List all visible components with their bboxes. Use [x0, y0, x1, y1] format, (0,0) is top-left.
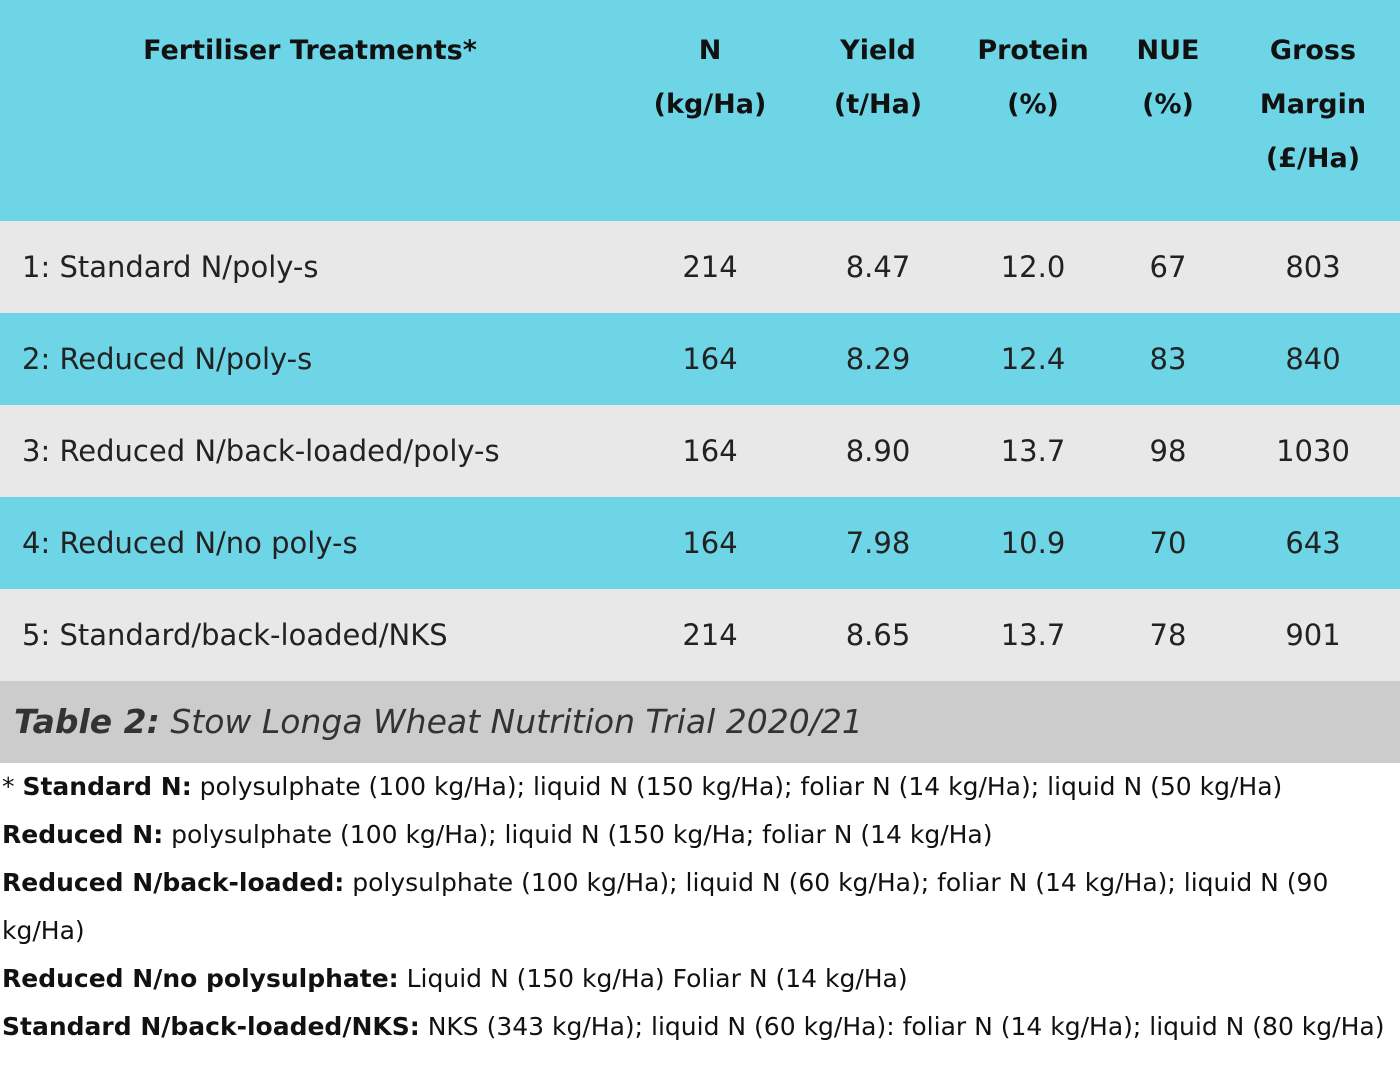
value-cell: 164 [620, 497, 800, 589]
value-cell: 643 [1226, 497, 1400, 589]
value-cell: 8.47 [800, 221, 956, 313]
footnote-label: Standard N: [22, 772, 192, 801]
value-cell: 98 [1110, 405, 1226, 497]
header-line: NUE [1136, 35, 1200, 66]
value-cell: 7.98 [800, 497, 956, 589]
header-line: Protein [977, 35, 1089, 66]
footnote-marker: * [2, 772, 15, 801]
header-cell: Fertiliser Treatments* [0, 0, 620, 221]
footnote-label: Reduced N: [2, 820, 164, 849]
header-line: N [698, 35, 722, 66]
header-line: (%) [1142, 89, 1194, 120]
footnote-label: Reduced N/no polysulphate: [2, 964, 399, 993]
treatment-cell: 1: Standard N/poly-s [0, 221, 620, 313]
header-line: Gross [1269, 35, 1357, 66]
value-cell: 13.7 [956, 405, 1110, 497]
header-line: (%) [1007, 89, 1059, 120]
trial-table: Fertiliser Treatments* N (kg/Ha) Yield (t/Ha… [0, 0, 1400, 681]
value-cell: 13.7 [956, 589, 1110, 681]
header-cell: N (kg/Ha) [620, 0, 800, 221]
value-cell: 8.29 [800, 313, 956, 405]
value-cell: 901 [1226, 589, 1400, 681]
footnote-text: NKS (343 kg/Ha); liquid N (60 kg/Ha): fo… [427, 1012, 1385, 1041]
footnote-text: polysulphate (100 kg/Ha); liquid N (150 … [199, 772, 1283, 801]
header-line: (kg/Ha) [653, 89, 767, 120]
treatment-cell: 3: Reduced N/back-loaded/poly-s [0, 405, 620, 497]
treatment-cell: 5: Standard/back-loaded/NKS [0, 589, 620, 681]
value-cell: 12.4 [956, 313, 1110, 405]
header-line: (£/Ha) [1265, 143, 1361, 174]
value-cell: 164 [620, 405, 800, 497]
footnote: Reduced N/back-loaded: polysulphate (100… [2, 859, 1392, 955]
value-cell: 70 [1110, 497, 1226, 589]
header-cell: Gross Margin (£/Ha) [1226, 0, 1400, 221]
footnote-label: Standard N/back-loaded/NKS: [2, 1012, 420, 1041]
footnote-text: polysulphate (100 kg/Ha); liquid N (60 k… [2, 868, 1329, 945]
value-cell: 78 [1110, 589, 1226, 681]
table-row: 1: Standard N/poly-s 214 8.47 12.0 67 803 [0, 221, 1400, 313]
treatment-cell: 4: Reduced N/no poly-s [0, 497, 620, 589]
footnote-text: Liquid N (150 kg/Ha) Foliar N (14 kg/Ha) [406, 964, 908, 993]
footnotes: * Standard N: polysulphate (100 kg/Ha); … [0, 763, 1392, 1051]
footnote: Standard N/back-loaded/NKS: NKS (343 kg/… [2, 1003, 1392, 1051]
treatment-cell: 2: Reduced N/poly-s [0, 313, 620, 405]
footnote-text: polysulphate (100 kg/Ha); liquid N (150 … [171, 820, 993, 849]
header-row: Fertiliser Treatments* N (kg/Ha) Yield (t/Ha… [0, 0, 1400, 221]
header-cell: NUE (%) [1110, 0, 1226, 221]
footnote-label: Reduced N/back-loaded: [2, 868, 345, 897]
header-line: Yield [840, 35, 916, 66]
caption-text: Stow Longa Wheat Nutrition Trial 2020/21 [170, 702, 863, 741]
footnote: Reduced N: polysulphate (100 kg/Ha); liq… [2, 811, 1392, 859]
value-cell: 8.90 [800, 405, 956, 497]
header-line: Margin [1259, 89, 1367, 120]
value-cell: 840 [1226, 313, 1400, 405]
value-cell: 214 [620, 589, 800, 681]
table-row: 5: Standard/back-loaded/NKS 214 8.65 13.7 78… [0, 589, 1400, 681]
footnote: * Standard N: polysulphate (100 kg/Ha); … [2, 763, 1392, 811]
header-line: (t/Ha) [833, 89, 923, 120]
table-row: 3: Reduced N/back-loaded/poly-s 164 8.90 13… [0, 405, 1400, 497]
value-cell: 8.65 [800, 589, 956, 681]
value-cell: 67 [1110, 221, 1226, 313]
value-cell: 803 [1226, 221, 1400, 313]
header-line: Fertiliser Treatments* [143, 35, 477, 66]
value-cell: 214 [620, 221, 800, 313]
value-cell: 83 [1110, 313, 1226, 405]
value-cell: 10.9 [956, 497, 1110, 589]
value-cell: 1030 [1226, 405, 1400, 497]
header-cell: Yield (t/Ha) [800, 0, 956, 221]
caption: Table 2: Stow Longa Wheat Nutrition Tria… [0, 681, 1400, 763]
value-cell: 164 [620, 313, 800, 405]
table-row: 2: Reduced N/poly-s 164 8.29 12.4 83 840 [0, 313, 1400, 405]
table-body: 1: Standard N/poly-s 214 8.47 12.0 67 803 2: R… [0, 221, 1400, 681]
header-cell: Protein (%) [956, 0, 1110, 221]
value-cell: 12.0 [956, 221, 1110, 313]
caption-label: Table 2: [14, 702, 160, 741]
table-row: 4: Reduced N/no poly-s 164 7.98 10.9 70 643 [0, 497, 1400, 589]
footnote: Reduced N/no polysulphate: Liquid N (150… [2, 955, 1392, 1003]
